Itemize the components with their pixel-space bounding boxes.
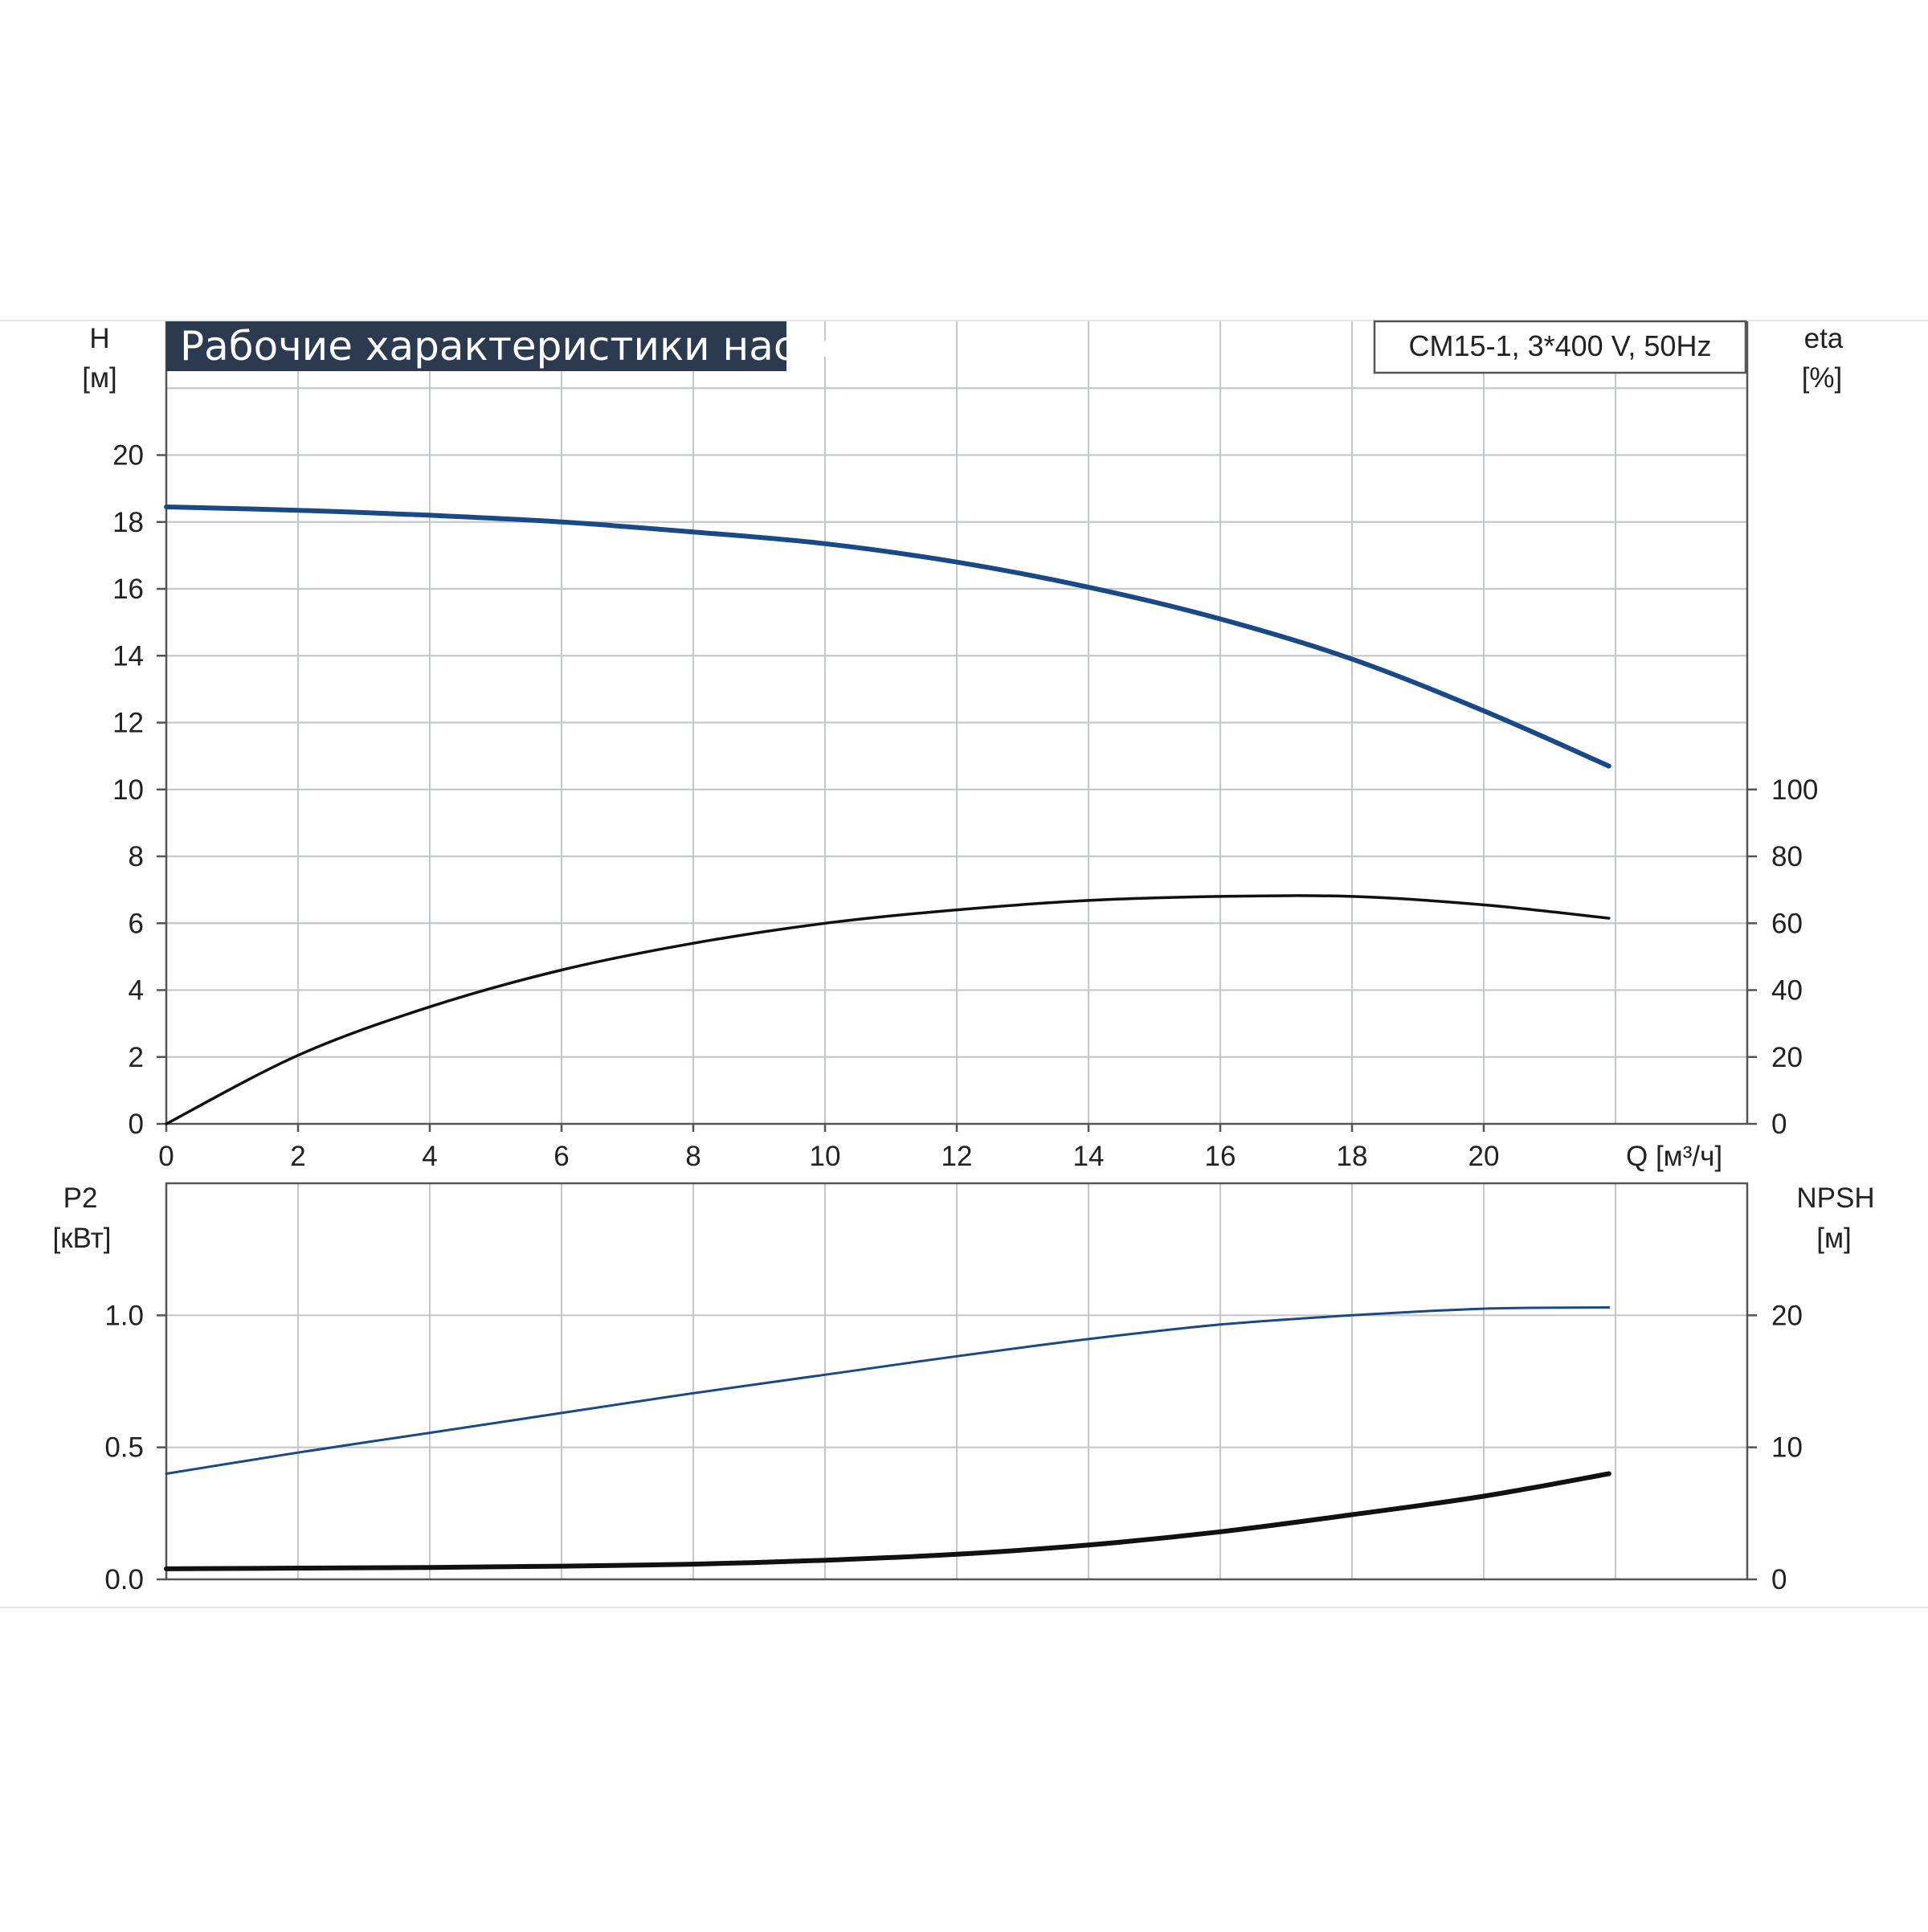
h-axis-label: H bbox=[89, 323, 109, 354]
h-tick-label: 6 bbox=[129, 908, 144, 939]
npsh-axis-label: NPSH bbox=[1796, 1182, 1874, 1214]
eta-tick-label: 0 bbox=[1771, 1109, 1787, 1140]
npsh-tick-label: 20 bbox=[1771, 1300, 1803, 1331]
h-tick-label: 20 bbox=[112, 440, 144, 472]
p2-tick-label: 0.5 bbox=[104, 1432, 144, 1464]
h-tick-label: 10 bbox=[112, 774, 144, 806]
p2-tick-label: 0.0 bbox=[104, 1564, 144, 1595]
h-tick-label: 0 bbox=[129, 1109, 144, 1140]
head-curve bbox=[164, 504, 1611, 769]
eta-axis-label: eta bbox=[1804, 323, 1844, 354]
bottom-panel-frame bbox=[165, 1182, 1749, 1581]
eta-tick-label: 100 bbox=[1771, 774, 1818, 806]
h-tick-label: 4 bbox=[129, 975, 144, 1007]
npsh-tick-label: 0 bbox=[1771, 1564, 1787, 1595]
power-curve bbox=[165, 1306, 1611, 1475]
q-tick-label: 12 bbox=[942, 1141, 973, 1172]
q-tick-label: 4 bbox=[422, 1141, 437, 1172]
model-box bbox=[1373, 320, 1747, 374]
q-tick-label: 18 bbox=[1337, 1141, 1368, 1172]
q-tick-label: 10 bbox=[810, 1141, 841, 1172]
h-tick-label: 2 bbox=[129, 1042, 144, 1073]
bottom-panel-grid bbox=[166, 1183, 1747, 1579]
q-tick-label: 0 bbox=[158, 1141, 174, 1172]
eta-tick-label: 20 bbox=[1771, 1042, 1803, 1073]
h-tick-label: 14 bbox=[112, 640, 144, 672]
q-tick-label: 14 bbox=[1073, 1141, 1105, 1172]
h-tick-label: 16 bbox=[112, 574, 144, 605]
eta-axis-unit: [%] bbox=[1802, 362, 1843, 394]
q-tick-label: 8 bbox=[685, 1141, 701, 1172]
h-tick-label: 8 bbox=[129, 841, 144, 872]
eta-tick-label: 80 bbox=[1771, 841, 1803, 872]
efficiency-curve bbox=[165, 894, 1611, 1125]
p2-tick-label: 1.0 bbox=[104, 1300, 144, 1331]
h-axis-unit: [м] bbox=[82, 362, 117, 394]
q-tick-label: 16 bbox=[1205, 1141, 1236, 1172]
npsh-curve bbox=[164, 1471, 1611, 1571]
q-tick-label: 20 bbox=[1468, 1141, 1500, 1172]
npsh-axis-unit: [м] bbox=[1816, 1223, 1852, 1254]
x-axis-label: Q [м³/ч] bbox=[1626, 1141, 1722, 1172]
p2-axis-label: P2 bbox=[63, 1182, 98, 1214]
q-tick-label: 6 bbox=[553, 1141, 569, 1172]
title-banner bbox=[166, 321, 786, 371]
h-tick-label: 12 bbox=[112, 708, 144, 739]
npsh-tick-label: 10 bbox=[1771, 1432, 1803, 1464]
h-tick-label: 18 bbox=[112, 507, 144, 538]
top-panel-grid bbox=[166, 321, 1747, 1124]
curves bbox=[164, 504, 1611, 1571]
q-tick-label: 2 bbox=[290, 1141, 305, 1172]
eta-tick-label: 60 bbox=[1771, 908, 1803, 939]
chart-subtitle: CM15-1, 3*400 V, 50Hz bbox=[1409, 329, 1712, 362]
chart-title: Рабочие характеристики насоса bbox=[180, 323, 867, 370]
p2-axis-unit: [кВт] bbox=[53, 1223, 112, 1254]
eta-tick-label: 40 bbox=[1771, 975, 1803, 1007]
